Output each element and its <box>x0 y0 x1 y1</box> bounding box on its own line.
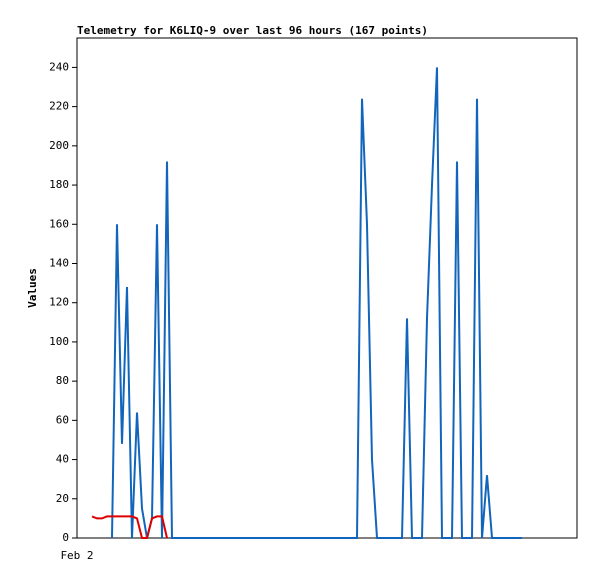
y-tick-label: 40 <box>56 453 69 466</box>
y-tick-label: 100 <box>49 335 69 348</box>
y-tick-label: 220 <box>49 100 69 113</box>
y-tick-label: 180 <box>49 178 69 191</box>
y-tick-label: 80 <box>56 374 69 387</box>
series-line <box>111 67 522 539</box>
y-tick-label: 60 <box>56 413 69 426</box>
series-line <box>91 515 168 539</box>
y-tick-label: 140 <box>49 256 69 269</box>
y-tick-label: 200 <box>49 139 69 152</box>
y-tick-label: 20 <box>56 492 69 505</box>
y-tick-label: 240 <box>49 60 69 73</box>
y-tick-label: 120 <box>49 296 69 309</box>
chart-title: Telemetry for K6LIQ-9 over last 96 hours… <box>77 24 428 37</box>
y-tick-label: 160 <box>49 217 69 230</box>
x-tick-label: Feb 2 <box>60 549 93 562</box>
y-tick-label: 0 <box>62 531 69 544</box>
y-axis-label: Values <box>26 268 39 308</box>
